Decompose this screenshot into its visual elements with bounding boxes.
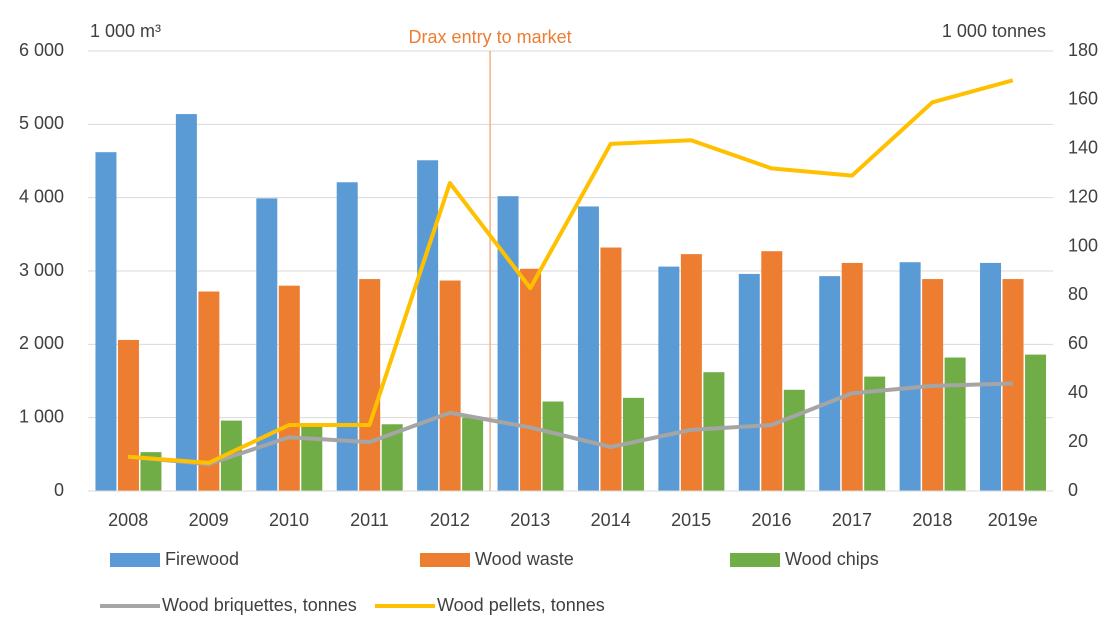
legend-swatch — [110, 553, 160, 567]
y2-tick-label: 0 — [1068, 480, 1078, 500]
bar — [600, 247, 622, 491]
bar — [738, 273, 760, 491]
bar — [278, 285, 300, 491]
y2-tick-label: 40 — [1068, 382, 1088, 402]
y2-tick-label: 100 — [1068, 235, 1098, 255]
x-tick-label: 2016 — [752, 510, 792, 530]
bar — [520, 268, 542, 491]
line-series — [128, 78, 1014, 465]
bar — [703, 372, 725, 491]
x-tick-label: 2012 — [430, 510, 470, 530]
bar — [417, 160, 439, 491]
legend-label: Wood pellets, tonnes — [437, 595, 605, 615]
y-tick-label: 4 000 — [19, 186, 64, 206]
x-tick-label: 2013 — [510, 510, 550, 530]
x-tick-label: 2014 — [591, 510, 631, 530]
x-tick-label: 2017 — [832, 510, 872, 530]
legend-swatch — [420, 553, 470, 567]
legend-swatch — [730, 553, 780, 567]
bar — [1002, 279, 1024, 491]
bar — [1025, 354, 1047, 491]
x-tick-label: 2009 — [189, 510, 229, 530]
bar — [841, 262, 863, 491]
y-tick-label: 3 000 — [19, 260, 64, 280]
y2-tick-label: 180 — [1068, 40, 1098, 60]
y2-axis-label: 1 000 tonnes — [942, 21, 1046, 41]
y-axis-label: 1 000 m³ — [90, 21, 161, 41]
bar — [542, 401, 564, 491]
y2-tick-label: 80 — [1068, 284, 1088, 304]
y2-tick-label: 60 — [1068, 333, 1088, 353]
bar — [439, 280, 461, 491]
bar — [658, 266, 680, 491]
bar — [761, 251, 783, 491]
y-tick-label: 1 000 — [19, 406, 64, 426]
bar — [864, 376, 886, 491]
bar — [140, 452, 162, 491]
x-tick-label: 2010 — [269, 510, 309, 530]
y-tick-label: 0 — [54, 480, 64, 500]
bar — [622, 397, 644, 491]
line-series — [128, 381, 1013, 467]
y2-tick-label: 20 — [1068, 431, 1088, 451]
bar — [256, 198, 278, 491]
bar — [381, 424, 403, 491]
bar — [462, 417, 484, 491]
bar — [359, 279, 381, 491]
bar — [301, 426, 323, 491]
legend-label: Wood briquettes, tonnes — [162, 595, 357, 615]
x-tick-label: 2019e — [988, 510, 1038, 530]
bar — [336, 182, 358, 491]
bar — [577, 206, 599, 491]
bar — [95, 152, 117, 491]
bar — [497, 196, 519, 491]
bar — [175, 114, 197, 492]
legend-label: Wood chips — [785, 549, 879, 569]
x-tick-label: 2015 — [671, 510, 711, 530]
y-tick-label: 5 000 — [19, 113, 64, 133]
y-tick-label: 2 000 — [19, 333, 64, 353]
y2-tick-label: 120 — [1068, 186, 1098, 206]
bar — [783, 389, 805, 491]
bar — [117, 339, 139, 491]
bar — [198, 291, 220, 491]
x-tick-label: 2018 — [912, 510, 952, 530]
bar — [944, 357, 966, 491]
bar — [819, 276, 841, 491]
bar — [980, 262, 1002, 491]
bar — [680, 254, 702, 491]
y-tick-label: 6 000 — [19, 40, 64, 60]
legend-label: Firewood — [165, 549, 239, 569]
y2-tick-label: 160 — [1068, 89, 1098, 109]
annotation: Drax entry to market — [409, 27, 572, 47]
bar — [899, 262, 921, 491]
x-tick-label: 2008 — [108, 510, 148, 530]
y2-tick-label: 140 — [1068, 138, 1098, 158]
x-tick-label: 2011 — [350, 510, 389, 530]
legend-label: Wood waste — [475, 549, 574, 569]
